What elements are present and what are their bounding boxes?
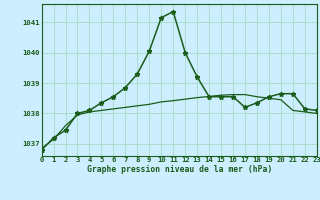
X-axis label: Graphe pression niveau de la mer (hPa): Graphe pression niveau de la mer (hPa) [87,165,272,174]
